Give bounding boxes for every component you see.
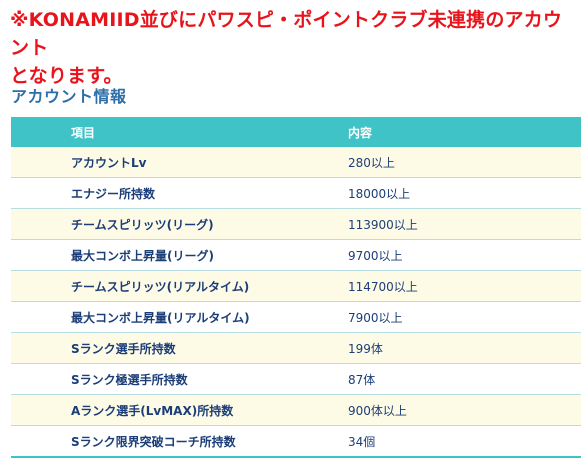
row-item: アカウントLv xyxy=(11,147,348,178)
row-item: 最大コンボ上昇量(リアルタイム) xyxy=(11,301,348,333)
notice-line-1: ※KONAMIID並びにパワスピ・ポイントクラブ未連携のアカウント xyxy=(10,9,563,59)
row-item: 最大コンボ上昇量(リーグ) xyxy=(11,239,348,271)
table-row: エナジー所持数 18000以上 xyxy=(11,177,581,209)
section-title-account-info: アカウント情報 xyxy=(11,87,127,106)
row-item: Aランク選手(LvMAX)所持数 xyxy=(11,394,348,426)
table-header-row: 項目 内容 xyxy=(11,117,581,147)
account-notice: ※KONAMIID並びにパワスピ・ポイントクラブ未連携のアカウント となります。 xyxy=(10,6,580,90)
row-value: 87体 xyxy=(348,363,581,395)
notice-line-2: となります。 xyxy=(10,65,123,87)
row-value: 18000以上 xyxy=(348,177,581,209)
row-item: チームスピリッツ(リアルタイム) xyxy=(11,270,348,302)
table-row: Sランク選手所持数 199体 xyxy=(11,332,581,364)
table-row: Aランク選手(LvMAX)所持数 900体以上 xyxy=(11,394,581,426)
row-item: エナジー所持数 xyxy=(11,177,348,209)
row-value: 199体 xyxy=(348,332,581,364)
table-row: Sランク限界突破コーチ所持数 34個 xyxy=(11,425,581,458)
row-item: Sランク限界突破コーチ所持数 xyxy=(11,425,348,458)
table-row: 最大コンボ上昇量(リーグ) 9700以上 xyxy=(11,239,581,271)
table-row: チームスピリッツ(リアルタイム) 114700以上 xyxy=(11,270,581,302)
row-value: 900体以上 xyxy=(348,394,581,426)
table-row: アカウントLv 280以上 xyxy=(11,147,581,178)
row-value: 113900以上 xyxy=(348,208,581,240)
header-content: 内容 xyxy=(348,117,581,147)
row-item: チームスピリッツ(リーグ) xyxy=(11,208,348,240)
row-value: 280以上 xyxy=(348,147,581,178)
row-value: 9700以上 xyxy=(348,239,581,271)
row-value: 7900以上 xyxy=(348,301,581,333)
row-item: Sランク選手所持数 xyxy=(11,332,348,364)
row-value: 114700以上 xyxy=(348,270,581,302)
table-row: Sランク極選手所持数 87体 xyxy=(11,363,581,395)
row-item: Sランク極選手所持数 xyxy=(11,363,348,395)
table-row: 最大コンボ上昇量(リアルタイム) 7900以上 xyxy=(11,301,581,333)
table-row: チームスピリッツ(リーグ) 113900以上 xyxy=(11,208,581,240)
account-info-table: 項目 内容 アカウントLv 280以上 エナジー所持数 18000以上 チームス… xyxy=(11,117,581,458)
header-item: 項目 xyxy=(11,117,348,147)
row-value: 34個 xyxy=(348,425,581,458)
